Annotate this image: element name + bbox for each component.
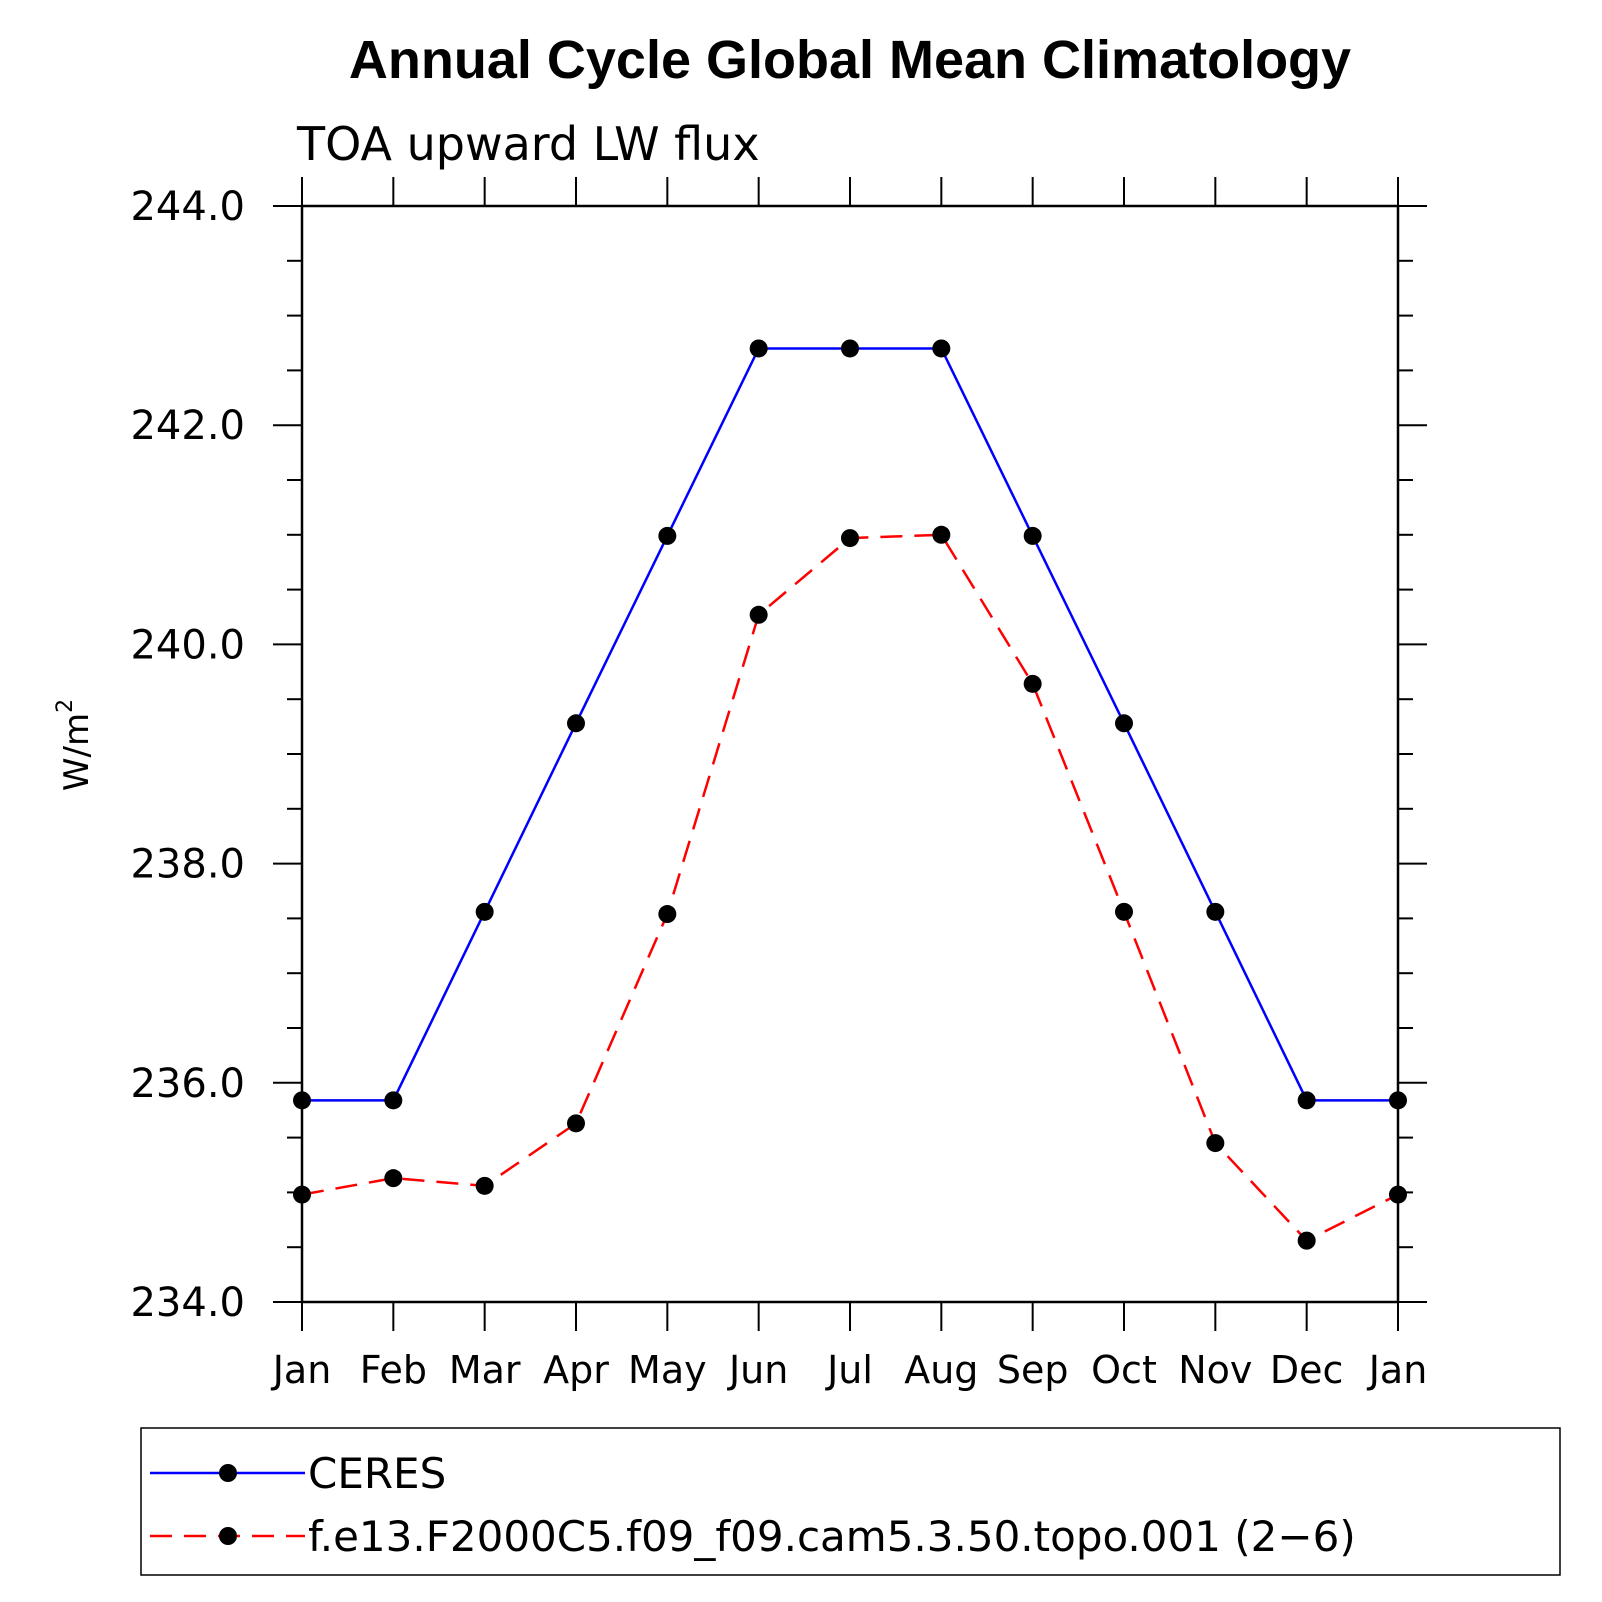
y-ticks: 234.0 236.0 238.0 240.0 242.0 244.0 — [130, 184, 1427, 1326]
y-tick-label: 242.0 — [130, 403, 245, 449]
x-tick-label: Feb — [360, 1348, 427, 1392]
data-point — [567, 1114, 585, 1133]
data-point — [1115, 902, 1133, 921]
chart-subtitle: TOA upward LW flux — [296, 117, 760, 171]
x-tick-label: May — [628, 1348, 707, 1392]
x-ticks: Jan Feb Mar Apr May Jun Jul Aug Sep Oct Nov Dec Jan — [271, 177, 1428, 1392]
data-point — [1023, 674, 1042, 693]
data-point — [658, 905, 677, 924]
data-point — [1206, 1134, 1225, 1153]
chart-title: Annual Cycle Global Mean Climatology — [349, 30, 1351, 90]
data-point — [1023, 526, 1042, 545]
x-tick-label: Sep — [997, 1348, 1069, 1392]
legend-marker — [219, 1527, 237, 1545]
data-point — [475, 902, 494, 921]
x-tick-label: Jul — [825, 1348, 873, 1392]
data-point — [1297, 1231, 1316, 1250]
data-point — [1297, 1091, 1316, 1110]
x-tick-label: Nov — [1178, 1348, 1252, 1392]
data-point — [567, 714, 585, 733]
y-tick-label: 234.0 — [130, 1280, 245, 1326]
plot-frame — [300, 204, 1400, 1304]
data-point — [1115, 714, 1133, 733]
data-point — [1389, 1091, 1407, 1110]
data-point — [384, 1169, 403, 1188]
series-line — [302, 347, 1398, 1102]
x-tick-label: Oct — [1091, 1348, 1157, 1392]
data-point — [658, 526, 677, 545]
data-point — [841, 339, 859, 358]
legend-label: CERES — [308, 1449, 446, 1498]
y-tick-label: 238.0 — [130, 842, 245, 888]
data-point — [1389, 1185, 1407, 1204]
data-point — [749, 339, 768, 358]
x-tick-label: Mar — [449, 1348, 521, 1392]
legend-label: f.e13.F2000C5.f09_f09.cam5.3.50.topo.001… — [308, 1512, 1356, 1561]
data-point — [841, 529, 859, 548]
x-tick-label: Jun — [727, 1348, 788, 1392]
y-tick-label: 240.0 — [130, 622, 245, 668]
data-point — [749, 605, 768, 624]
svg-text:W/m2: W/m2 — [53, 699, 97, 791]
data-point — [475, 1176, 494, 1195]
x-tick-label: Apr — [543, 1348, 609, 1392]
data-point — [293, 1091, 311, 1110]
y-tick-label: 236.0 — [130, 1061, 245, 1107]
x-tick-label: Jan — [1367, 1348, 1428, 1392]
data-point — [1206, 902, 1225, 921]
series-0 — [293, 339, 1407, 1110]
x-tick-label: Aug — [904, 1348, 978, 1392]
series-1 — [293, 525, 1407, 1250]
legend: CERES f.e13.F2000C5.f09_f09.cam5.3.50.top… — [140, 1427, 1561, 1576]
series-layer — [293, 339, 1407, 1250]
legend-box — [140, 1427, 1561, 1576]
data-point — [293, 1185, 311, 1204]
x-tick-label: Jan — [271, 1348, 332, 1392]
y-tick-label: 244.0 — [130, 184, 245, 230]
data-point — [932, 339, 951, 358]
x-tick-label: Dec — [1270, 1348, 1344, 1392]
data-point — [384, 1091, 403, 1110]
series-line — [301, 533, 1399, 1243]
y-axis-label: W/m2 — [53, 699, 97, 791]
y-axis-label-base: W/m — [57, 713, 97, 791]
legend-item-0: CERES — [150, 1449, 446, 1498]
plot-border — [300, 204, 1400, 1304]
legend-marker — [219, 1464, 237, 1482]
data-point — [932, 525, 951, 544]
legend-item-1: f.e13.F2000C5.f09_f09.cam5.3.50.topo.001… — [150, 1512, 1356, 1561]
y-axis-label-superscript: 2 — [53, 699, 78, 713]
